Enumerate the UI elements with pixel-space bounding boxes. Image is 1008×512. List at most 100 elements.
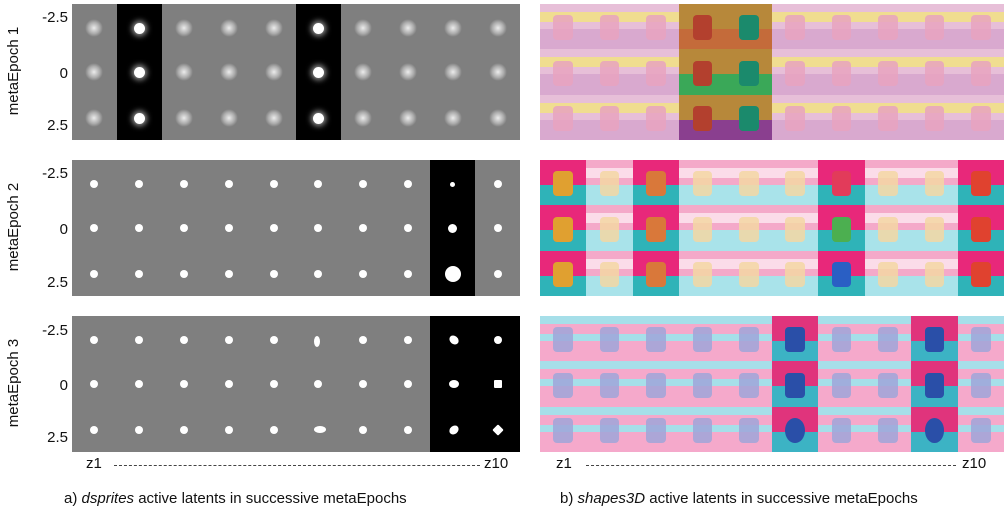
shapes3d-thumbnail <box>864 160 912 206</box>
dsprites-sprite-glow <box>174 19 193 38</box>
shapes3d-thumbnail <box>911 406 958 452</box>
shapes3d-object <box>692 105 713 131</box>
shapes3d-object <box>692 261 713 287</box>
dsprites-sprite <box>314 336 321 348</box>
dsprites-sprite <box>224 380 233 388</box>
shapes3d-thumbnail <box>911 4 958 50</box>
shapes3d-object <box>646 372 666 398</box>
shapes3d-object <box>924 261 945 287</box>
caption-a: a) dsprites active latents in successive… <box>64 490 407 508</box>
x-start-label-a: z1 <box>86 455 102 472</box>
shapes3d-object <box>971 171 991 197</box>
shapes3d-thumbnail <box>586 406 633 452</box>
shapes3d-object <box>785 327 805 353</box>
dsprites-sprite <box>269 270 278 279</box>
caption-b: b) shapes3D active latents in successive… <box>560 490 918 508</box>
shapes3d-thumbnail <box>586 250 633 296</box>
shapes3d-object <box>831 171 852 197</box>
dsprites-sprite <box>90 270 99 279</box>
shapes3d-thumbnail <box>911 205 958 251</box>
shapes3d-thumbnail <box>679 316 726 362</box>
caption-b-rest: active latents in successive metaEpochs <box>645 490 918 507</box>
shapes3d-object <box>739 216 759 242</box>
shapes3d-thumbnail <box>725 406 772 452</box>
shapes3d-thumbnail <box>586 316 633 362</box>
shapes3d-object <box>924 60 945 86</box>
shapes3d-thumbnail <box>772 49 819 95</box>
shapes3d-object <box>785 171 805 197</box>
dsprites-sprite <box>224 180 233 189</box>
x-axis-dashes-a <box>114 465 480 466</box>
dsprites-sprite-glow <box>219 63 238 81</box>
shapes3d-thumbnail <box>540 361 587 407</box>
shapes3d-thumbnail <box>957 406 1004 452</box>
shapes3d-object <box>553 327 573 353</box>
caption-b-prefix: b) <box>560 490 578 507</box>
y-tick-r3-top: -2.5 <box>42 322 68 339</box>
shapes3d-object <box>971 216 991 242</box>
dsprites-sprite <box>403 426 412 435</box>
dsprites-sprite <box>403 336 412 345</box>
shapes3d-thumbnail <box>632 49 680 95</box>
dsprites-sprite <box>133 112 145 124</box>
shapes3d-object <box>924 372 945 398</box>
shapes3d-thumbnail <box>540 205 587 251</box>
shapes3d-object <box>831 60 852 86</box>
dsprites-latent-cell <box>72 160 117 296</box>
shapes3d-object <box>692 60 713 86</box>
shapes3d-object <box>831 216 852 242</box>
shapes3d-thumbnail <box>679 406 726 452</box>
dsprites-sprite <box>90 224 99 232</box>
shapes3d-object <box>785 417 805 443</box>
dsprites-sprite <box>269 426 278 435</box>
dsprites-sprite <box>314 180 323 189</box>
shapes3d-thumbnail <box>864 316 912 362</box>
shapes3d-object <box>785 372 805 398</box>
y-tick-r2-mid: 0 <box>59 221 68 238</box>
shapes3d-thumbnail <box>818 205 865 251</box>
shapes3d-thumbnail <box>725 361 772 407</box>
shapes3d-thumbnail <box>632 406 680 452</box>
dsprites-latent-cell <box>430 316 476 452</box>
shapes3d-thumbnail <box>864 361 912 407</box>
shapes3d-object <box>924 417 945 443</box>
y-tick-r2-bot: 2.5 <box>47 274 68 291</box>
shapes3d-thumbnail <box>818 4 865 50</box>
dsprites-latent-cell <box>475 316 520 452</box>
shapes3d-thumbnail <box>772 250 819 296</box>
shapes3d-object <box>646 60 666 86</box>
dsprites-sprite <box>403 180 412 189</box>
dsprites-sprite-glow <box>85 19 104 38</box>
shapes3d-thumbnail <box>957 361 1004 407</box>
row-label-1: metaEpoch 1 <box>5 26 22 116</box>
dsprites-sprite-glow <box>443 63 462 81</box>
dsprites-sprite <box>269 180 278 189</box>
dsprites-latent-cell <box>161 160 207 296</box>
y-tick-r3-bot: 2.5 <box>47 429 68 446</box>
dsprites-sprite <box>133 22 145 34</box>
shapes3d-object <box>831 372 852 398</box>
shapes3d-object <box>785 15 805 41</box>
shapes3d-thumbnail <box>725 250 772 296</box>
shapes3d-object <box>692 171 713 197</box>
shapes3d-thumbnail <box>586 94 633 140</box>
shapes3d-object <box>878 372 898 398</box>
shapes3d-thumbnail <box>864 94 912 140</box>
shapes3d-thumbnail <box>772 406 819 452</box>
shapes3d-object <box>924 15 945 41</box>
shapes3d-object <box>646 216 666 242</box>
dsprites-sprite <box>403 224 412 232</box>
dsprites-sprite <box>493 336 502 345</box>
shapes3d-thumbnail <box>772 316 819 362</box>
dsprites-sprite <box>448 380 459 388</box>
shapes3d-object <box>739 15 759 41</box>
dsprites-sprite <box>312 112 324 124</box>
shapes3d-object <box>971 372 991 398</box>
shapes3d-object <box>553 372 573 398</box>
shapes3d-object <box>785 216 805 242</box>
shapes3d-object <box>646 171 666 197</box>
dsprites-sprite <box>90 336 99 345</box>
dsprites-sprite <box>224 224 233 232</box>
shapes3d-thumbnail <box>586 49 633 95</box>
shapes3d-panel-epoch-2 <box>540 160 1004 296</box>
